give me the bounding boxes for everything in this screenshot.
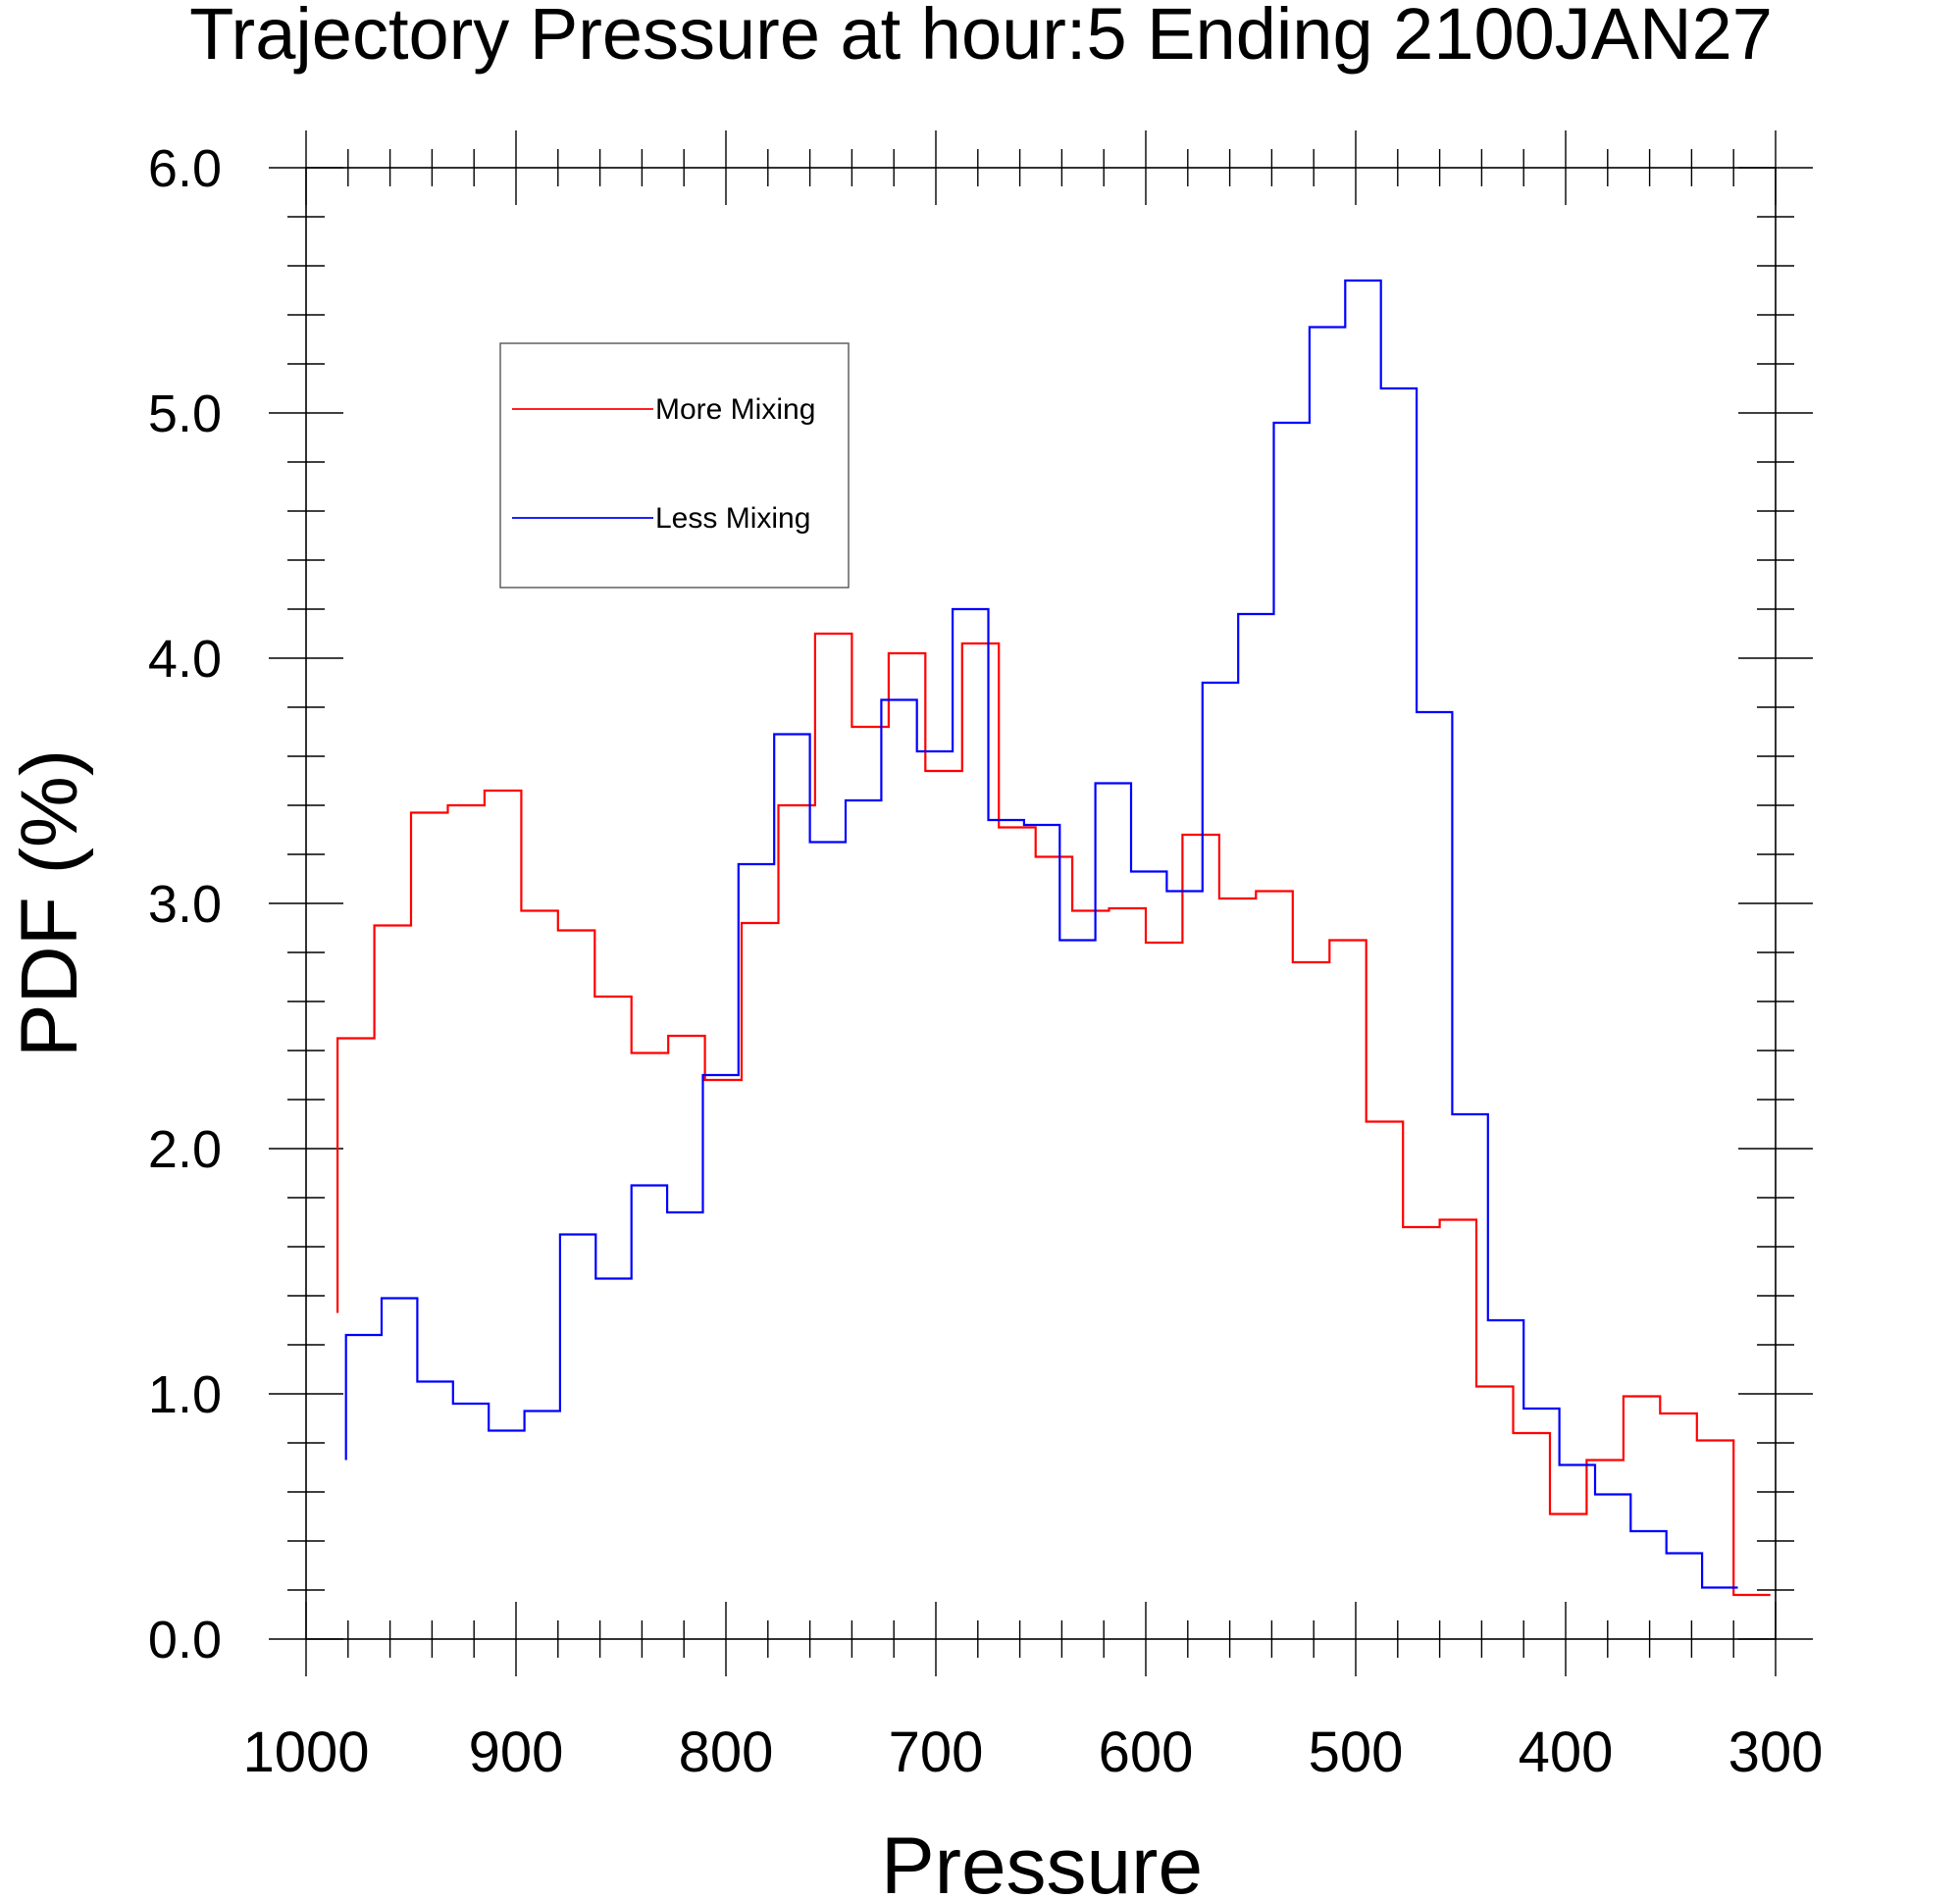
- x-tick-label: 1000: [242, 1720, 369, 1784]
- y-axis-label: PDF (%): [5, 749, 94, 1057]
- x-tick-label: 400: [1519, 1720, 1614, 1784]
- y-tick-label: 4.0: [148, 630, 222, 689]
- x-axis-tick-labels: 1000 900 800 700 600 500 400 300: [242, 1720, 1823, 1784]
- x-tick-label: 600: [1099, 1720, 1194, 1784]
- y-tick-label: 5.0: [148, 385, 222, 443]
- x-tick-label: 800: [679, 1720, 774, 1784]
- legend-label-less-mixing: Less Mixing: [655, 502, 810, 535]
- y-tick-label: 0.0: [148, 1611, 222, 1669]
- plot-frame: [305, 167, 1777, 1640]
- legend-box: [499, 342, 850, 589]
- series-layer: [336, 279, 1771, 1597]
- y-tick-label: 6.0: [148, 139, 222, 198]
- series-line-more-mixing: [336, 632, 1771, 1597]
- y-tick-label: 2.0: [148, 1120, 222, 1179]
- x-axis-label: Pressure: [881, 1822, 1203, 1899]
- chart-title: Trajectory Pressure at hour:5 Ending 210…: [189, 0, 1773, 75]
- y-axis-tick-labels: 0.0 1.0 2.0 3.0 4.0 5.0 6.0: [148, 139, 222, 1669]
- x-tick-label: 700: [889, 1720, 984, 1784]
- legend: More Mixing Less Mixing: [499, 342, 850, 589]
- y-tick-label: 3.0: [148, 875, 222, 934]
- x-tick-label: 300: [1728, 1720, 1824, 1784]
- legend-label-more-mixing: More Mixing: [655, 393, 815, 426]
- series-line-less-mixing: [344, 279, 1738, 1589]
- x-tick-label: 900: [469, 1720, 564, 1784]
- x-tick-label: 500: [1309, 1720, 1404, 1784]
- y-tick-label: 1.0: [148, 1365, 222, 1424]
